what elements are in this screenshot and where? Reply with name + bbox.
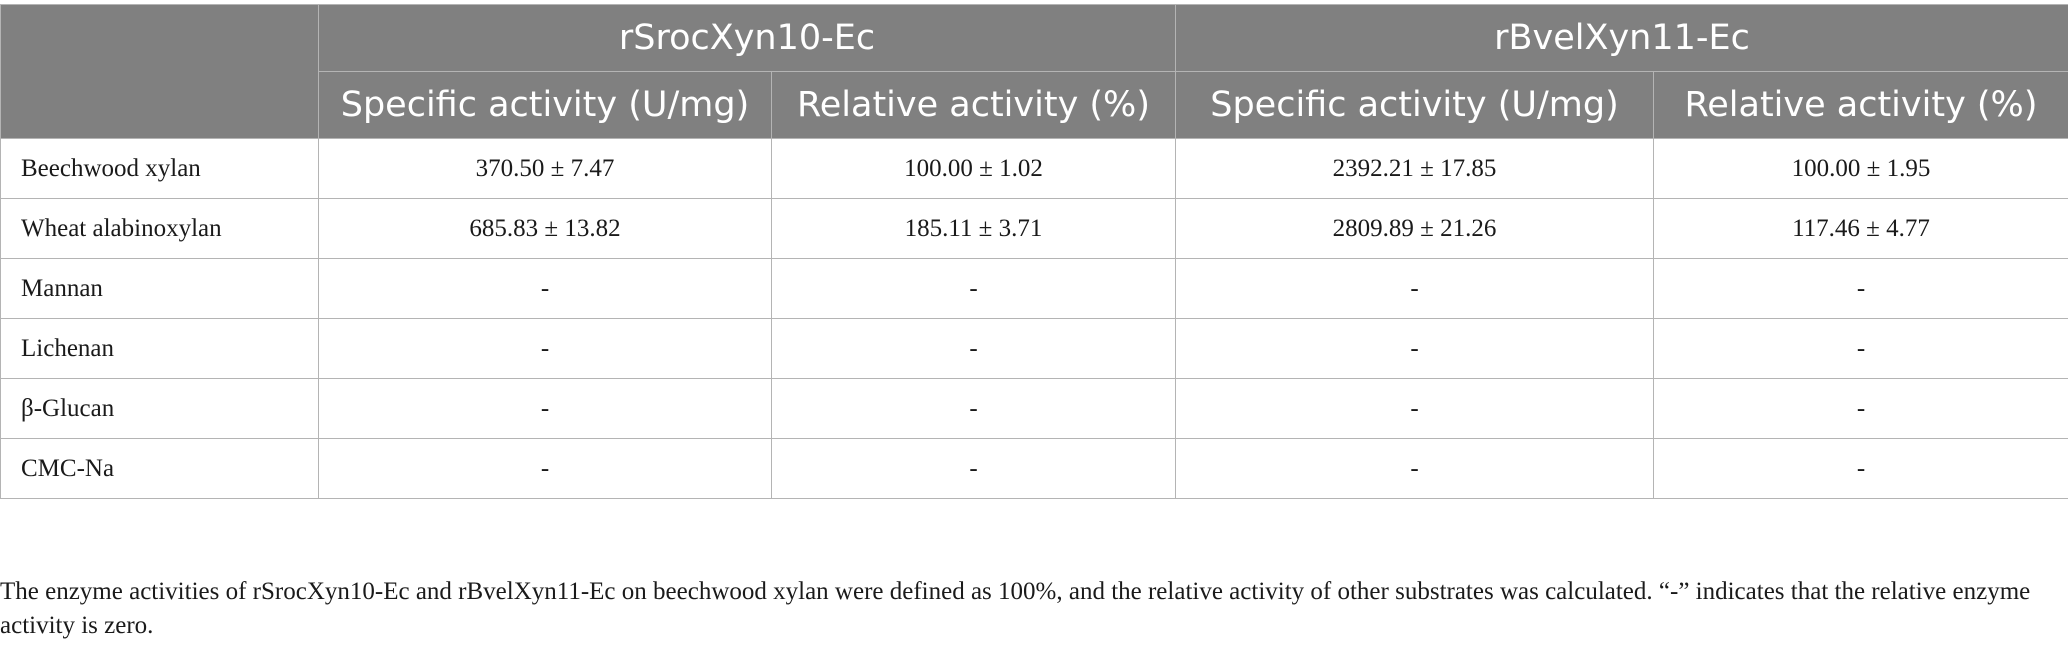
value-cell: 370.50 ± 7.47 xyxy=(318,138,772,199)
activity-table: rSrocXyn10-Ec rBvelXyn11-Ec Specific act… xyxy=(0,4,2068,499)
value-cell: - xyxy=(771,318,1176,379)
sub-header-row: Specific activity (U/mg) Relative activi… xyxy=(1,71,2068,139)
value-cell: - xyxy=(771,378,1176,439)
value-cell: 100.00 ± 1.95 xyxy=(1653,138,2068,199)
substrate-cell: Beechwood xylan xyxy=(0,138,319,199)
value-cell: - xyxy=(318,258,772,319)
substrate-cell: β-Glucan xyxy=(0,378,319,439)
group-header-rbvelxyn11: rBvelXyn11-Ec xyxy=(1175,4,2068,72)
value-cell: 2809.89 ± 21.26 xyxy=(1175,198,1654,259)
table-row: Mannan - - - - xyxy=(0,258,2068,319)
substrate-cell: Mannan xyxy=(0,258,319,319)
group-header-row: rSrocXyn10-Ec rBvelXyn11-Ec xyxy=(0,4,2068,139)
substrate-cell: CMC-Na xyxy=(0,438,319,499)
value-cell: - xyxy=(1175,258,1654,319)
corner-header xyxy=(0,4,319,139)
substrate-cell: Lichenan xyxy=(0,318,319,379)
value-cell: - xyxy=(1653,318,2068,379)
value-cell: - xyxy=(318,378,772,439)
value-cell: 185.11 ± 3.71 xyxy=(771,198,1176,259)
value-cell: - xyxy=(1653,378,2068,439)
value-cell: - xyxy=(1653,438,2068,499)
table-row: Beechwood xylan 370.50 ± 7.47 100.00 ± 1… xyxy=(0,138,2068,199)
value-cell: - xyxy=(318,318,772,379)
value-cell: - xyxy=(318,438,772,499)
table-row: Lichenan - - - - xyxy=(0,318,2068,379)
value-cell: - xyxy=(1653,258,2068,319)
subheader-specific-activity: Specific activity (U/mg) xyxy=(1175,71,1654,139)
table-row: CMC-Na - - - - xyxy=(0,438,2068,499)
value-cell: 117.46 ± 4.77 xyxy=(1653,198,2068,259)
subheader-relative-activity: Relative activity (%) xyxy=(1653,71,2068,139)
substrate-cell: Wheat alabinoxylan xyxy=(0,198,319,259)
value-cell: 100.00 ± 1.02 xyxy=(771,138,1176,199)
table-row: Wheat alabinoxylan 685.83 ± 13.82 185.11… xyxy=(0,198,2068,259)
table-footnote: The enzyme activities of rSrocXyn10-Ec a… xyxy=(0,578,2031,639)
group-header-rsrocxyn10: rSrocXyn10-Ec xyxy=(318,4,1176,72)
value-cell: - xyxy=(1175,318,1654,379)
value-cell: 685.83 ± 13.82 xyxy=(318,198,772,259)
table-row: β-Glucan - - - - xyxy=(0,378,2068,439)
value-cell: - xyxy=(771,438,1176,499)
value-cell: - xyxy=(1175,438,1654,499)
value-cell: 2392.21 ± 17.85 xyxy=(1175,138,1654,199)
value-cell: - xyxy=(771,258,1176,319)
subheader-relative-activity: Relative activity (%) xyxy=(771,71,1176,139)
value-cell: - xyxy=(1175,378,1654,439)
subheader-specific-activity: Specific activity (U/mg) xyxy=(318,71,772,139)
